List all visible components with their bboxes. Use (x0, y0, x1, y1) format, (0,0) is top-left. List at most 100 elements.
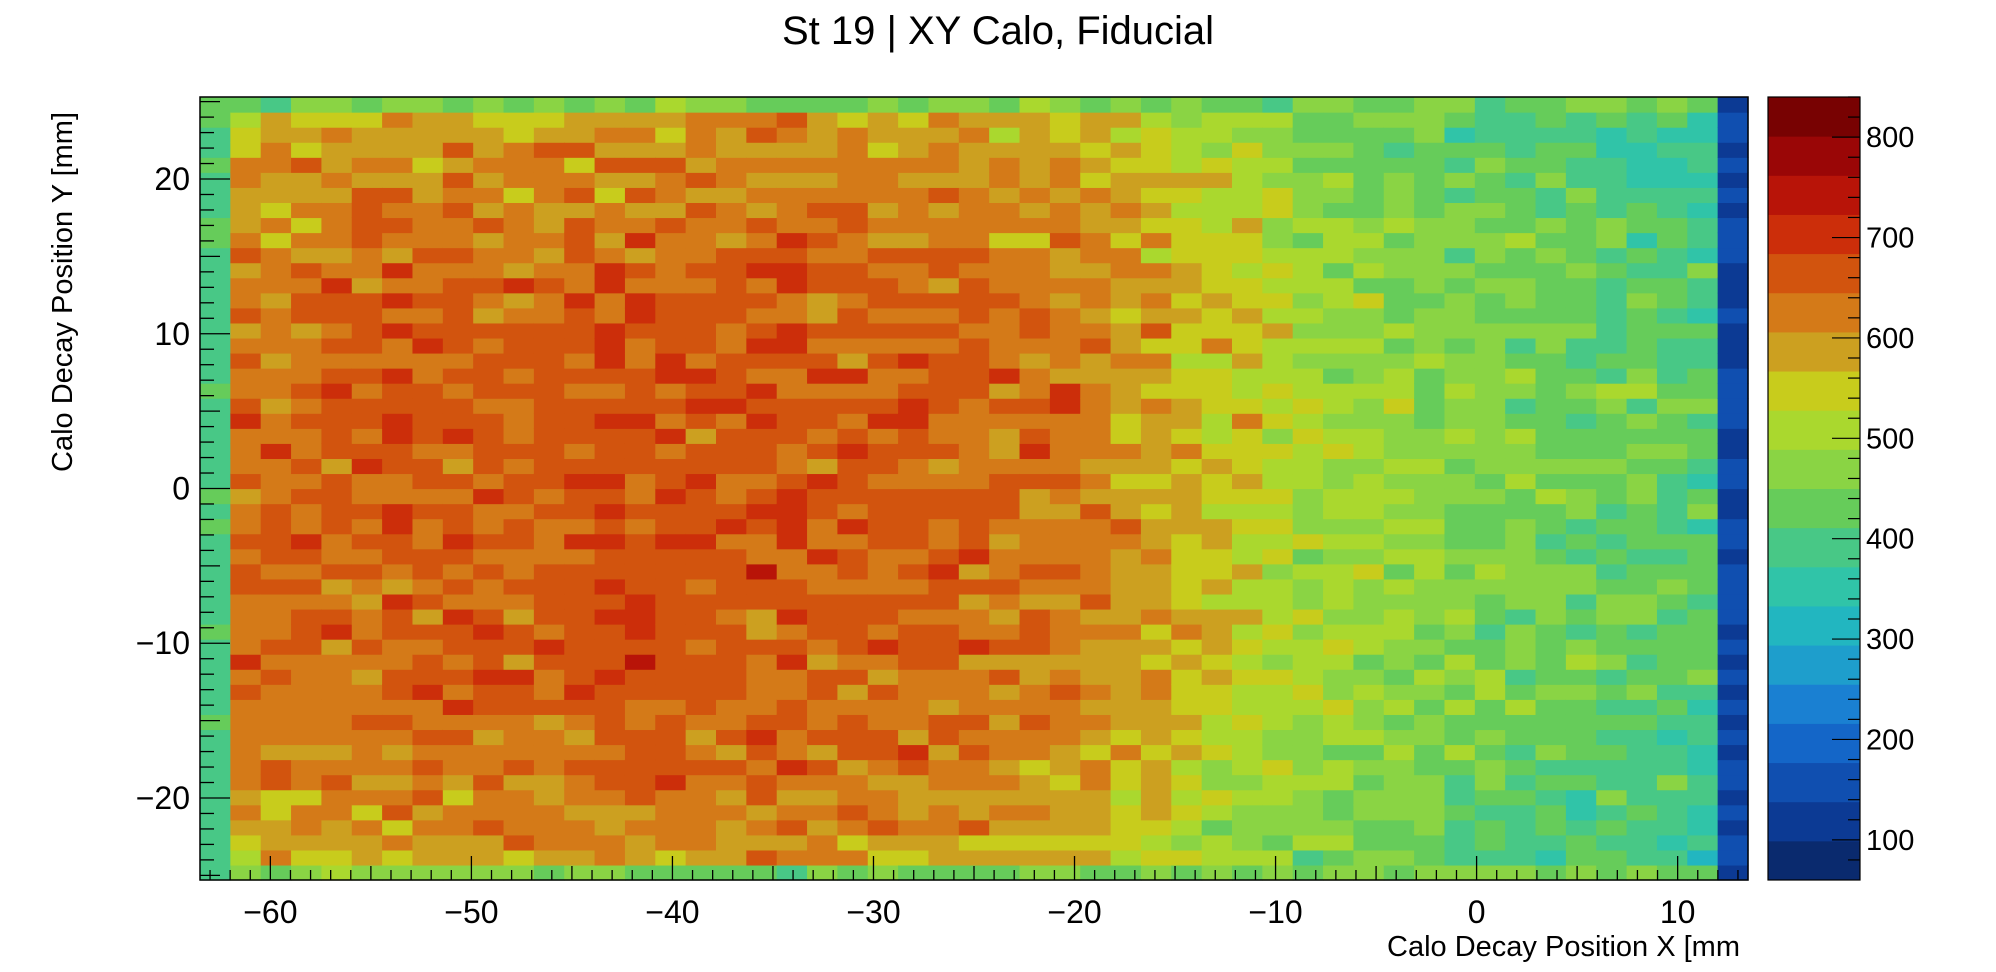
heatmap-cell (1383, 864, 1415, 881)
heatmap-cell (1565, 654, 1597, 670)
heatmap-cell (1232, 804, 1263, 821)
heatmap-cell (1049, 578, 1081, 595)
heatmap-cell (1080, 202, 1112, 219)
heatmap-cell (1353, 277, 1385, 294)
heatmap-cell (1262, 729, 1294, 746)
heatmap-cell (351, 503, 383, 520)
heatmap-cell (291, 398, 323, 414)
heatmap-cell (807, 473, 839, 490)
heatmap-cell (1201, 307, 1233, 324)
heatmap-cell (594, 443, 626, 459)
heatmap-cell (321, 413, 353, 429)
heatmap-cell (1262, 322, 1294, 339)
heatmap-cell (1292, 443, 1324, 459)
heatmap-cell (1626, 232, 1658, 249)
heatmap-cell (685, 804, 717, 821)
heatmap-cell (442, 789, 474, 806)
heatmap-cell (685, 157, 717, 173)
heatmap-cell (1292, 518, 1324, 535)
heatmap-cell (442, 157, 474, 173)
heatmap-cell (1019, 413, 1051, 429)
heatmap-cell (1110, 714, 1142, 731)
heatmap-cell (807, 247, 839, 264)
heatmap-cell (837, 729, 869, 746)
heatmap-cell (1626, 744, 1658, 761)
heatmap-cell (533, 352, 565, 369)
heatmap-cell (837, 202, 869, 219)
heatmap-cell (230, 232, 262, 249)
heatmap-cell (1262, 292, 1294, 309)
heatmap-cell (1140, 518, 1172, 535)
heatmap-cell (1080, 593, 1112, 610)
heatmap-cell (1232, 247, 1263, 264)
heatmap-cell (533, 97, 565, 113)
heatmap-cell (1019, 277, 1051, 294)
heatmap-cell (412, 834, 444, 851)
heatmap-cell (1140, 593, 1172, 610)
heatmap-cell (1474, 127, 1506, 143)
heatmap-cell (1444, 488, 1476, 505)
heatmap-cell (1596, 834, 1628, 851)
heatmap-cell (1687, 127, 1719, 143)
heatmap-cell (473, 714, 505, 731)
heatmap-cell (351, 729, 383, 746)
heatmap-cell (1383, 714, 1415, 731)
heatmap-cell (1262, 503, 1294, 520)
heatmap-cell (1717, 864, 1749, 881)
heatmap-cell (1110, 247, 1142, 264)
heatmap-cell (1656, 639, 1688, 655)
heatmap-cell (655, 639, 687, 655)
heatmap-cell (1292, 97, 1324, 113)
heatmap-cell (1353, 669, 1385, 685)
heatmap-cell (1565, 759, 1597, 776)
heatmap-cell (928, 413, 960, 429)
heatmap-cell (503, 127, 535, 143)
heatmap-cell (989, 458, 1021, 475)
heatmap-cell (564, 217, 596, 234)
heatmap-cell (473, 398, 505, 414)
heatmap-cell (1232, 684, 1263, 700)
heatmap-cell (1323, 202, 1355, 219)
heatmap-cell (1444, 654, 1476, 670)
heatmap-cell (867, 849, 899, 866)
color-scale-label: 100 (1866, 825, 1914, 857)
heatmap-cell (1474, 337, 1506, 354)
heatmap-cell (1140, 352, 1172, 369)
heatmap-cell (1080, 127, 1112, 143)
heatmap-cell (1110, 458, 1142, 475)
heatmap-cell (473, 428, 505, 444)
heatmap-cell (1140, 864, 1172, 881)
heatmap-cell (1626, 112, 1658, 128)
heatmap-cell (867, 413, 899, 429)
heatmap-cell (624, 759, 656, 776)
heatmap-cell (1565, 232, 1597, 249)
heatmap-cell (655, 548, 687, 565)
heatmap-cell (1171, 383, 1203, 399)
heatmap-cell (1049, 398, 1081, 414)
heatmap-cell (412, 458, 444, 475)
heatmap-cell (1687, 548, 1719, 565)
heatmap-cell (1687, 744, 1719, 761)
heatmap-cell (412, 142, 444, 158)
heatmap-cell (867, 759, 899, 776)
color-scale-band (1768, 410, 1860, 450)
heatmap-cell (1353, 232, 1385, 249)
heatmap-cell (1110, 97, 1142, 113)
heatmap-cell (260, 578, 292, 595)
heatmap-cell (382, 774, 414, 791)
heatmap-cell (351, 142, 383, 158)
heatmap-cell (807, 262, 839, 279)
heatmap-cell (1080, 187, 1112, 204)
heatmap-cell (1535, 187, 1567, 204)
heatmap-cell (1444, 774, 1476, 791)
heatmap-cell (1140, 187, 1172, 204)
heatmap-cell (1232, 292, 1263, 309)
heatmap-cell (837, 774, 869, 791)
heatmap-cell (533, 172, 565, 188)
heatmap-cell (1565, 834, 1597, 851)
heatmap-cell (716, 714, 747, 731)
heatmap-cell (200, 548, 231, 565)
heatmap-cell (230, 593, 262, 610)
heatmap-cell (746, 368, 778, 384)
